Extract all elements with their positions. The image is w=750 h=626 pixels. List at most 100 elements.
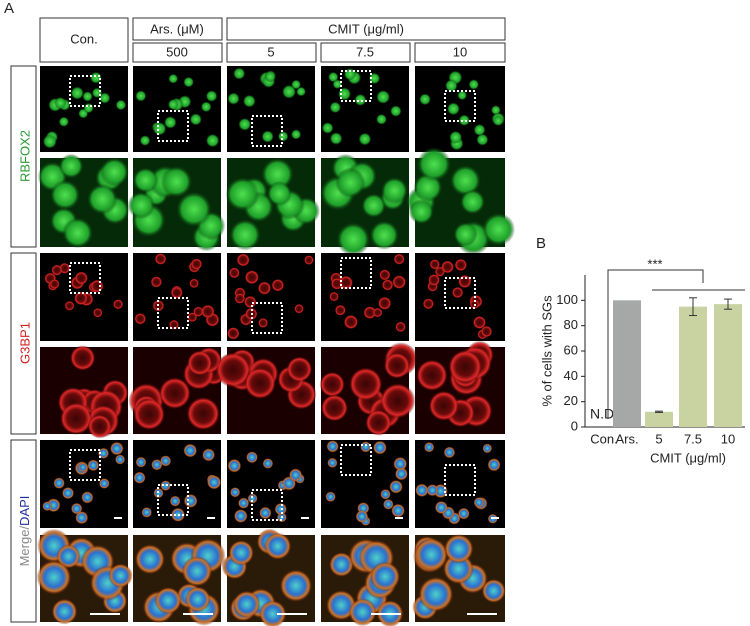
cell <box>376 89 391 105</box>
header: 500 <box>166 44 188 59</box>
cell <box>163 116 177 129</box>
cell <box>381 177 408 205</box>
bar <box>679 306 707 427</box>
cell <box>392 275 407 289</box>
cell <box>446 102 460 116</box>
cell <box>225 177 260 212</box>
cell <box>372 307 383 318</box>
cell <box>153 487 164 499</box>
cell <box>319 371 345 398</box>
cell <box>361 193 387 218</box>
cell <box>472 315 487 330</box>
cell <box>415 483 429 498</box>
cell <box>233 509 248 523</box>
cell <box>329 291 339 302</box>
cell <box>394 467 408 481</box>
cell <box>183 76 194 88</box>
cell <box>337 87 352 101</box>
cell <box>434 500 448 515</box>
cell <box>453 222 478 247</box>
cell <box>154 253 167 265</box>
cell <box>294 303 304 314</box>
cell <box>69 345 96 371</box>
cell <box>329 552 354 577</box>
cell <box>229 487 241 498</box>
cell <box>54 96 67 110</box>
cell <box>381 279 394 291</box>
cell <box>74 271 89 285</box>
cell <box>127 191 155 220</box>
y-tick-label: 40 <box>564 368 578 383</box>
cell <box>190 258 203 270</box>
cell <box>288 468 303 482</box>
y-tick-label: 80 <box>564 317 578 332</box>
cell <box>271 278 285 292</box>
cell <box>82 91 93 102</box>
cell <box>189 113 202 126</box>
cell <box>139 135 151 146</box>
cell <box>49 179 81 211</box>
cell <box>215 352 251 388</box>
x-group-label: CMIT (μg/ml) <box>650 450 726 465</box>
cell <box>99 157 129 187</box>
cell <box>243 295 257 309</box>
cell <box>152 121 167 136</box>
cell <box>187 350 213 376</box>
header-box <box>132 17 223 41</box>
cell <box>264 71 276 83</box>
row-box <box>10 439 37 623</box>
cell <box>354 93 367 107</box>
panel-label: B <box>536 235 546 252</box>
cell <box>428 273 441 286</box>
cell <box>58 116 70 127</box>
cell <box>290 129 302 140</box>
cell <box>227 458 242 473</box>
row-label: G3BP1 <box>17 322 32 364</box>
cell <box>490 105 501 115</box>
x-tick-label: 7.5 <box>684 431 702 446</box>
cell <box>451 286 464 299</box>
cell <box>135 90 147 102</box>
cell <box>458 114 471 127</box>
cell <box>443 446 456 459</box>
cell <box>233 67 246 80</box>
y-axis-label: % of cells with SGs <box>539 295 554 407</box>
cell <box>62 217 94 249</box>
zoom-box <box>340 70 372 102</box>
zoom-box <box>69 449 101 481</box>
cell <box>454 258 468 272</box>
y-tick-label: 60 <box>564 342 578 357</box>
cell <box>328 71 339 83</box>
cell <box>416 359 448 392</box>
cell <box>338 275 353 290</box>
cell <box>259 506 272 520</box>
zoom-box <box>157 297 189 329</box>
cell <box>382 498 394 510</box>
cell <box>343 314 359 330</box>
panel-label: A <box>4 0 14 17</box>
cell <box>226 327 240 340</box>
bar <box>613 300 641 427</box>
cell <box>383 352 411 379</box>
zoom-box <box>251 115 283 147</box>
cell <box>487 458 501 472</box>
header: CMIT (μg/ml) <box>328 21 404 36</box>
cell <box>443 534 474 564</box>
cell <box>150 276 163 288</box>
cell <box>422 298 434 310</box>
zoom-box <box>444 464 476 496</box>
cell <box>151 459 163 471</box>
cell <box>343 67 357 81</box>
cell <box>108 563 133 588</box>
cell <box>51 598 78 625</box>
significance-bracket <box>607 269 704 419</box>
cell <box>334 304 346 316</box>
zoom-box <box>340 257 372 289</box>
cell <box>279 569 313 602</box>
cell <box>481 578 506 603</box>
cell <box>408 199 434 225</box>
cell <box>141 507 153 518</box>
cell <box>36 559 72 595</box>
cell <box>391 503 406 518</box>
